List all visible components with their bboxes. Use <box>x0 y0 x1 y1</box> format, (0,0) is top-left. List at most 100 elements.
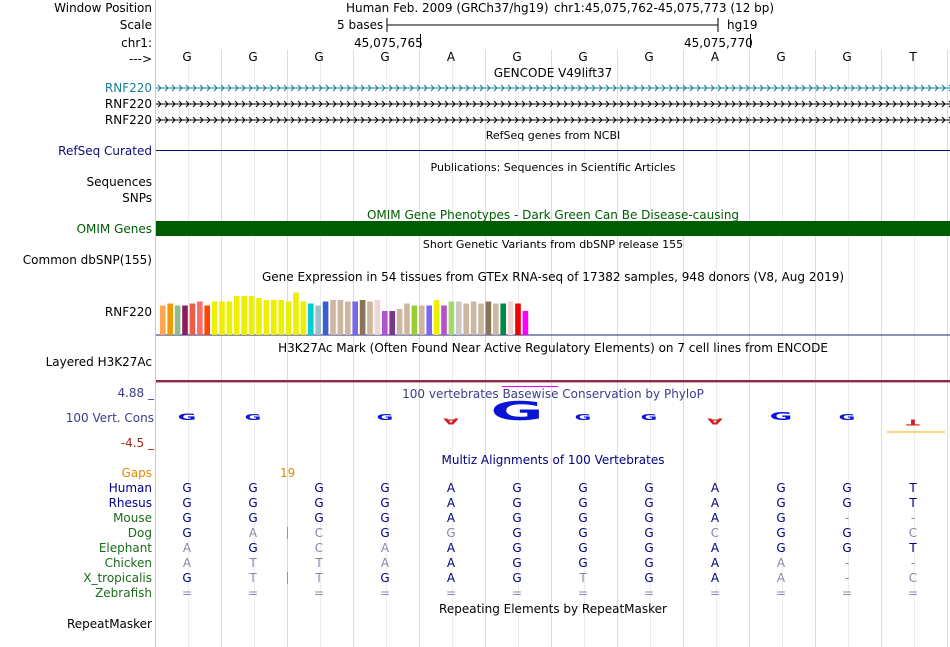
gtex-tissue-bar[interactable] <box>493 303 499 336</box>
gtex-tissue-bar[interactable] <box>367 301 373 336</box>
gtex-tissue-bar[interactable] <box>389 311 395 335</box>
species-label[interactable]: X_tropicalis <box>83 571 152 585</box>
species-label[interactable]: Chicken <box>104 556 152 570</box>
gtex-label[interactable]: RNF220 <box>104 305 152 319</box>
gtex-tissue-bar[interactable] <box>441 305 447 336</box>
omim-title[interactable]: OMIM Gene Phenotypes - Dark Green Can Be… <box>366 208 740 222</box>
gtex-tissue-bar[interactable] <box>189 303 196 336</box>
dbsnp-label[interactable]: Common dbSNP(155) <box>22 253 152 267</box>
gtex-tissue-bar[interactable] <box>426 305 432 336</box>
gtex-tissue-bar[interactable] <box>308 303 314 336</box>
insertion-marker[interactable] <box>287 572 288 584</box>
gtex-tissue-bar[interactable] <box>345 301 351 336</box>
gtex-tissue-bar[interactable] <box>315 305 321 336</box>
gtex-tissue-bar[interactable] <box>278 300 284 335</box>
gtex-tissue-bar[interactable] <box>500 303 506 336</box>
strand-chevron <box>465 100 470 108</box>
dbsnp-title[interactable]: Short Genetic Variants from dbSNP releas… <box>422 238 684 251</box>
gtex-tissue-bar[interactable] <box>300 301 307 336</box>
gtex-tissue-bar[interactable] <box>160 305 166 336</box>
species-base: G <box>644 556 654 570</box>
gtex-tissue-bar[interactable] <box>271 300 277 335</box>
gencode-transcripts[interactable] <box>156 80 950 128</box>
species-label[interactable]: Dog <box>127 526 152 540</box>
species-label[interactable]: Zebrafish <box>95 586 152 600</box>
species-base: A <box>446 496 456 510</box>
phylop-title[interactable]: 100 vertebrates Basewise Conservation by… <box>156 386 950 401</box>
publications-sequences-label[interactable]: Sequences <box>86 175 152 189</box>
phylop-logo-letter: G <box>490 398 543 426</box>
gtex-tissue-bar[interactable] <box>174 305 181 336</box>
gtex-tissue-bar[interactable] <box>337 300 344 335</box>
gtex-tissue-bar[interactable] <box>352 301 358 336</box>
gencode-label-2[interactable]: RNF220 <box>104 97 152 111</box>
gtex-tissue-bar[interactable] <box>507 301 514 336</box>
omim-label[interactable]: OMIM Genes <box>76 222 152 236</box>
gtex-tissue-bar[interactable] <box>241 296 247 335</box>
gtex-tissue-bar[interactable] <box>404 303 410 336</box>
species-label[interactable]: Mouse <box>113 511 152 525</box>
h3k27ac-label[interactable]: Layered H3K27Ac <box>45 355 152 369</box>
strand-chevron <box>661 84 666 92</box>
gtex-tissue-bar[interactable] <box>219 301 225 336</box>
gtex-tissue-bar[interactable] <box>167 303 173 336</box>
gtex-tissue-bar[interactable] <box>285 301 292 336</box>
publications-title[interactable]: Publications: Sequences in Scientific Ar… <box>430 161 676 174</box>
refseq-label[interactable]: RefSeq Curated <box>58 144 152 158</box>
gtex-tissue-bar[interactable] <box>204 305 210 336</box>
gtex-tissue-bar[interactable] <box>396 309 403 335</box>
gtex-tissue-bar[interactable] <box>330 300 336 335</box>
gtex-tissue-bar[interactable] <box>211 301 218 336</box>
gtex-expression-chart[interactable] <box>156 283 950 337</box>
gtex-tissue-bar[interactable] <box>263 300 270 335</box>
gtex-title[interactable]: Gene Expression in 54 tissues from GTEx … <box>261 270 845 284</box>
gtex-tissue-bar[interactable] <box>433 300 440 335</box>
gtex-tissue-bar[interactable] <box>478 303 484 336</box>
species-label[interactable]: Rhesus <box>108 496 152 510</box>
refseq-title[interactable]: RefSeq genes from NCBI <box>485 129 621 142</box>
gtex-tissue-bar[interactable] <box>470 301 477 336</box>
gtex-tissue-bar[interactable] <box>182 305 188 336</box>
strand-chevron <box>682 84 687 92</box>
multiz-title[interactable]: Multiz Alignments of 100 Vertebrates <box>441 453 665 467</box>
h3k27ac-title[interactable]: H3K27Ac Mark (Often Found Near Active Re… <box>278 341 828 355</box>
gtex-tissue-bar[interactable] <box>419 305 425 336</box>
insertion-marker[interactable] <box>287 527 288 539</box>
gtex-tissue-bar[interactable] <box>522 311 529 335</box>
gtex-tissue-bar[interactable] <box>293 292 299 336</box>
gtex-tissue-bar[interactable] <box>456 301 462 336</box>
strand-chevron <box>423 84 428 92</box>
gtex-tissue-bar[interactable] <box>234 296 240 335</box>
repeatmasker-title[interactable]: Repeating Elements by RepeatMasker <box>439 602 667 616</box>
gencode-label-3[interactable]: RNF220 <box>104 113 152 127</box>
gtex-tissue-bar[interactable] <box>248 296 255 335</box>
gtex-tissue-bar[interactable] <box>411 305 418 336</box>
phylop-label[interactable]: 100 Vert. Cons <box>65 411 154 425</box>
repeatmasker-label[interactable]: RepeatMasker <box>66 617 152 631</box>
phylop-title-link[interactable]: Basewise <box>502 386 559 401</box>
gtex-tissue-bar[interactable] <box>226 301 233 336</box>
gtex-tissue-bar[interactable] <box>485 301 492 336</box>
strand-chevron <box>801 116 806 124</box>
gtex-tissue-bar[interactable] <box>322 301 329 336</box>
gtex-tissue-bar[interactable] <box>515 303 521 336</box>
gaps-count[interactable]: 19 <box>280 466 296 480</box>
publications-snps-label[interactable]: SNPs <box>122 191 152 205</box>
position-text[interactable]: chr1:45,075,762-45,075,773 (12 bp) <box>554 1 775 15</box>
gtex-tissue-bar[interactable] <box>256 298 262 335</box>
refseq-transcript[interactable] <box>156 150 950 151</box>
gtex-tissue-bar[interactable] <box>359 300 366 335</box>
gencode-title[interactable]: GENCODE V49lift37 <box>493 66 613 80</box>
coord-left: 45,075,765 <box>354 36 423 50</box>
gtex-tissue-bar[interactable] <box>382 311 388 335</box>
species-label[interactable]: Human <box>108 481 152 495</box>
species-label[interactable]: Elephant <box>98 541 152 555</box>
strand-chevron <box>248 116 253 124</box>
gtex-tissue-bar[interactable] <box>448 301 455 336</box>
omim-gene-bar[interactable] <box>156 221 950 236</box>
gtex-tissue-bar[interactable] <box>374 300 381 335</box>
gtex-tissue-bar[interactable] <box>197 301 203 336</box>
gencode-label-1[interactable]: RNF220 <box>104 81 152 95</box>
gtex-tissue-bar[interactable] <box>463 303 469 336</box>
